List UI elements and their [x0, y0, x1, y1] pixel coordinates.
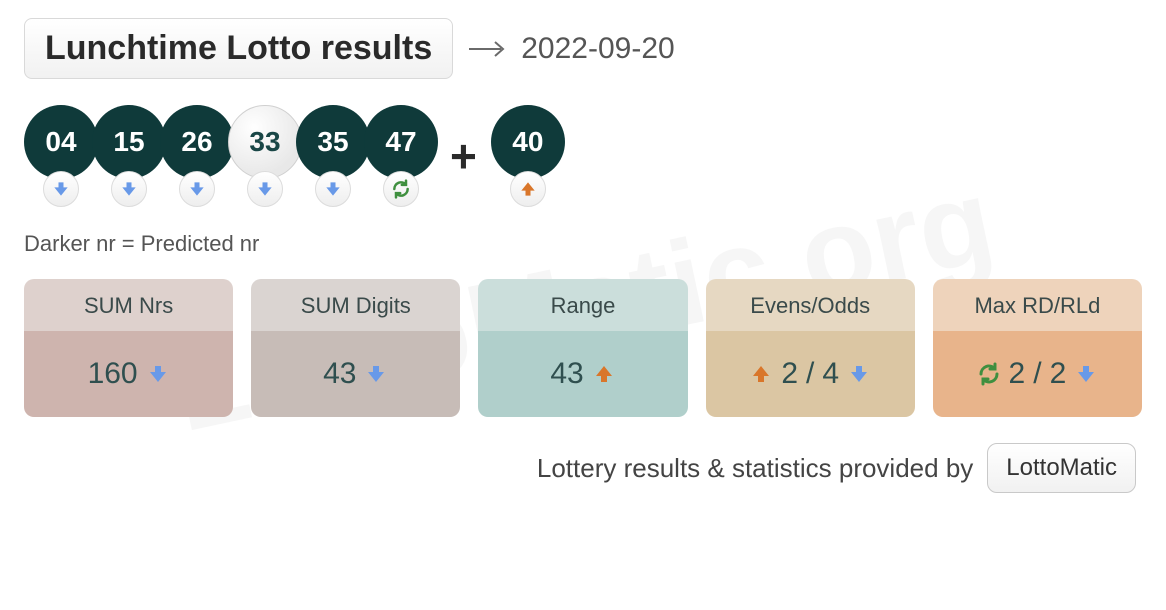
main-ball-2: 26	[160, 105, 234, 207]
lotto-ball: 04	[24, 105, 98, 179]
stat-label: SUM Digits	[251, 279, 460, 331]
stat-value: 43	[251, 331, 460, 417]
stat-label: SUM Nrs	[24, 279, 233, 331]
stat-box-4: Max RD/RLd2 / 2	[933, 279, 1142, 417]
stat-right: 2	[1050, 357, 1067, 391]
up-icon	[510, 171, 546, 207]
down-icon	[847, 362, 871, 386]
result-date: 2022-09-20	[521, 32, 674, 66]
lotto-ball: 33	[228, 105, 302, 179]
down-icon	[1074, 362, 1098, 386]
down-icon	[146, 362, 170, 386]
down-icon	[179, 171, 215, 207]
stat-number: 160	[88, 357, 138, 391]
stat-left: 2	[1009, 357, 1026, 391]
plus-separator: +	[450, 129, 477, 183]
stat-number: 43	[323, 357, 356, 391]
stat-label: Evens/Odds	[706, 279, 915, 331]
stat-label: Range	[478, 279, 687, 331]
stat-number: 43	[550, 357, 583, 391]
lotto-ball: 47	[364, 105, 438, 179]
main-ball-1: 15	[92, 105, 166, 207]
repeat-icon	[383, 171, 419, 207]
main-ball-3: 33	[228, 105, 302, 207]
lotto-ball: 40	[491, 105, 565, 179]
stat-value: 160	[24, 331, 233, 417]
stat-box-2: Range 43	[478, 279, 687, 417]
down-icon	[315, 171, 351, 207]
main-ball-5: 47	[364, 105, 438, 207]
page-title-badge: Lunchtime Lotto results	[24, 18, 453, 79]
stat-left: 2	[781, 357, 798, 391]
up-icon	[749, 362, 773, 386]
footer: Lottery results & statistics provided by…	[24, 443, 1142, 493]
stat-box-3: Evens/Odds2 / 4	[706, 279, 915, 417]
lotto-ball: 26	[160, 105, 234, 179]
brand-badge[interactable]: LottoMatic	[987, 443, 1136, 493]
lotto-ball: 35	[296, 105, 370, 179]
down-icon	[364, 362, 388, 386]
stat-right: 4	[822, 357, 839, 391]
repeat-icon	[977, 362, 1001, 386]
balls-row: 041526333547+40	[24, 105, 1142, 207]
stat-box-0: SUM Nrs 160	[24, 279, 233, 417]
stat-value: 43	[478, 331, 687, 417]
stat-sep: /	[806, 357, 814, 391]
legend-text: Darker nr = Predicted nr	[24, 231, 1142, 257]
main-content: Lunchtime Lotto results 2022-09-20 04152…	[0, 0, 1166, 493]
up-icon	[592, 362, 616, 386]
balls-section: 041526333547+40 Darker nr = Predicted nr	[24, 105, 1142, 257]
arrow-right-icon	[467, 37, 507, 61]
footer-text: Lottery results & statistics provided by	[537, 453, 973, 484]
lotto-ball: 15	[92, 105, 166, 179]
stat-label: Max RD/RLd	[933, 279, 1142, 331]
down-icon	[111, 171, 147, 207]
bonus-ball: 40	[491, 105, 565, 207]
main-ball-4: 35	[296, 105, 370, 207]
down-icon	[43, 171, 79, 207]
title-row: Lunchtime Lotto results 2022-09-20	[24, 18, 1142, 79]
main-ball-0: 04	[24, 105, 98, 207]
stat-value: 2 / 2	[933, 331, 1142, 417]
stat-box-1: SUM Digits 43	[251, 279, 460, 417]
stat-sep: /	[1033, 357, 1041, 391]
stats-row: SUM Nrs160SUM Digits43Range43Evens/Odds2…	[24, 279, 1142, 417]
stat-value: 2 / 4	[706, 331, 915, 417]
down-icon	[247, 171, 283, 207]
